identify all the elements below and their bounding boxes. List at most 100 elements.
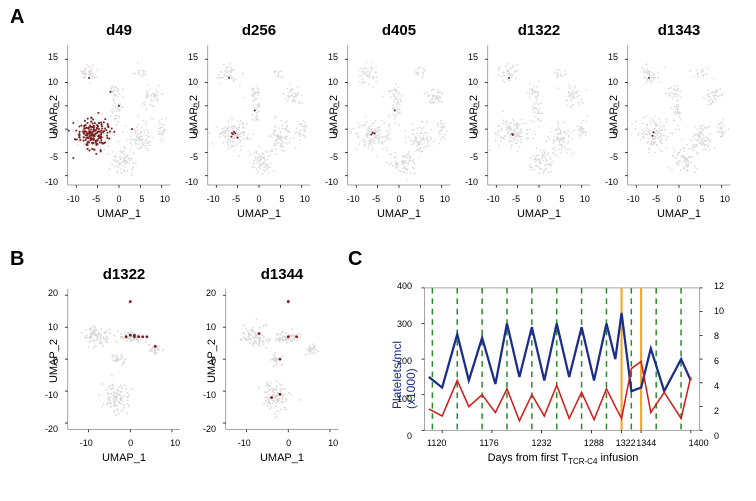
tick-y: -5 xyxy=(610,152,618,162)
tick-y-left: 0 xyxy=(407,431,412,441)
panel-b-subplot-1: d1344 UMAP_2 -10010-20-1001020 UMAP_1 xyxy=(222,286,342,436)
panel-a-subplot-3: d1322 UMAP_2 -10-50510-10-5051015 UMAP_1 xyxy=(484,42,594,192)
tick-y: 0 xyxy=(193,127,198,137)
tick-x: 1120 xyxy=(427,438,446,448)
tick-y: 10 xyxy=(188,77,198,87)
tick-x: -5 xyxy=(232,194,240,204)
tick-x: -10 xyxy=(347,194,360,204)
subplot-title: d256 xyxy=(204,22,314,39)
tick-x: -10 xyxy=(207,194,220,204)
xlabel: UMAP_1 xyxy=(64,208,174,220)
xlabel: UMAP_1 xyxy=(344,208,454,220)
tick-x: 1322 xyxy=(616,438,636,448)
tick-y: 5 xyxy=(613,102,618,112)
tick-y: 5 xyxy=(333,102,338,112)
xlabel: UMAP_1 xyxy=(624,208,734,220)
tick-y: -10 xyxy=(325,177,338,187)
tick-x: 0 xyxy=(536,194,541,204)
subplot-title: d1344 xyxy=(222,266,342,283)
panel-a-subplot-1: d256 UMAP_2 -10-50510-10-5051015 UMAP_1 xyxy=(204,42,314,192)
tick-y: -10 xyxy=(185,177,198,187)
tick-x: 10 xyxy=(580,194,590,204)
tick-x: -10 xyxy=(67,194,80,204)
tick-y: 0 xyxy=(333,127,338,137)
panel-a-label: A xyxy=(10,6,24,29)
tick-x: -5 xyxy=(512,194,520,204)
subplot-title: d49 xyxy=(64,22,174,39)
tick-y: -10 xyxy=(203,390,216,400)
tick-y: 20 xyxy=(206,288,216,298)
tick-x: 1232 xyxy=(531,438,551,448)
tick-y-left: 300 xyxy=(397,319,412,329)
tick-x: 0 xyxy=(256,194,261,204)
tick-y: -5 xyxy=(190,152,198,162)
tick-y-right: 2 xyxy=(714,406,719,416)
tick-y: 15 xyxy=(48,52,58,62)
tick-y: -10 xyxy=(45,390,58,400)
tick-x: 0 xyxy=(396,194,401,204)
panel-b-subplot-0: d1322 UMAP_2 -10010-20-1001020 UMAP_1 xyxy=(64,286,184,436)
tick-y-right: 6 xyxy=(714,356,719,366)
tick-x: -10 xyxy=(80,438,93,448)
figure-root: A d49 UMAP_2 -10-50510-10-5051015 UMAP_1… xyxy=(0,0,756,501)
tick-y-right: 4 xyxy=(714,381,719,391)
tick-x: -10 xyxy=(238,438,251,448)
tick-y: -5 xyxy=(470,152,478,162)
tick-y: 10 xyxy=(328,77,338,87)
tick-x: 10 xyxy=(440,194,450,204)
tick-y: 10 xyxy=(608,77,618,87)
tick-y: 15 xyxy=(608,52,618,62)
tick-y: 10 xyxy=(48,77,58,87)
subplot-title: d1322 xyxy=(484,22,594,39)
tick-x: 1344 xyxy=(636,438,656,448)
tick-x: 10 xyxy=(328,438,338,448)
tick-y: -10 xyxy=(45,177,58,187)
tick-y: -5 xyxy=(330,152,338,162)
panel-c-label: C xyxy=(348,248,362,271)
tick-y: 15 xyxy=(188,52,198,62)
tick-x: 0 xyxy=(116,194,121,204)
tick-x: -10 xyxy=(487,194,500,204)
tick-x: 5 xyxy=(419,194,424,204)
tick-x: 5 xyxy=(699,194,704,204)
tick-x: -5 xyxy=(92,194,100,204)
tick-x: 1288 xyxy=(584,438,604,448)
tick-x: 10 xyxy=(160,194,170,204)
tick-y: -20 xyxy=(203,424,216,434)
panel-a-subplot-4: d1343 UMAP_2 -10-50510-10-5051015 UMAP_1 xyxy=(624,42,734,192)
tick-x: 1176 xyxy=(479,438,498,448)
tick-x: 5 xyxy=(279,194,284,204)
xlabel: UMAP_1 xyxy=(222,452,342,464)
panel-a-subplot-2: d405 UMAP_2 -10-50510-10-5051015 UMAP_1 xyxy=(344,42,454,192)
subplot-title: d1343 xyxy=(624,22,734,39)
subplot-title: d1322 xyxy=(64,266,184,283)
tick-y: 5 xyxy=(193,102,198,112)
tick-x: 1400 xyxy=(689,438,709,448)
tick-y: 10 xyxy=(468,77,478,87)
tick-x: 0 xyxy=(128,438,133,448)
tick-y: -5 xyxy=(50,152,58,162)
tick-y-right: 10 xyxy=(714,306,724,316)
tick-y: -10 xyxy=(465,177,478,187)
tick-y: -10 xyxy=(605,177,618,187)
tick-x: 0 xyxy=(676,194,681,204)
tick-y: 0 xyxy=(53,356,58,366)
tick-y-right: 12 xyxy=(714,281,724,291)
panel-b-label: B xyxy=(10,248,24,271)
tick-x: 10 xyxy=(300,194,310,204)
tick-x: 5 xyxy=(559,194,564,204)
tick-y: 20 xyxy=(48,288,58,298)
panel-c-plot: 0100200300400024681012112011761232128813… xyxy=(418,286,708,436)
tick-y: 0 xyxy=(211,356,216,366)
tick-x: -10 xyxy=(627,194,640,204)
tick-y: -20 xyxy=(45,424,58,434)
tick-x: -5 xyxy=(372,194,380,204)
tick-y: 0 xyxy=(473,127,478,137)
tick-y: 15 xyxy=(328,52,338,62)
ylabel-left: Platelets/mcl(x1000) xyxy=(390,341,418,409)
tick-y: 15 xyxy=(468,52,478,62)
xlabel: Days from first TTCR-C4 infusion xyxy=(418,452,708,466)
tick-y: 10 xyxy=(48,322,58,332)
tick-y-right: 8 xyxy=(714,331,719,341)
tick-y-left: 400 xyxy=(397,281,412,291)
